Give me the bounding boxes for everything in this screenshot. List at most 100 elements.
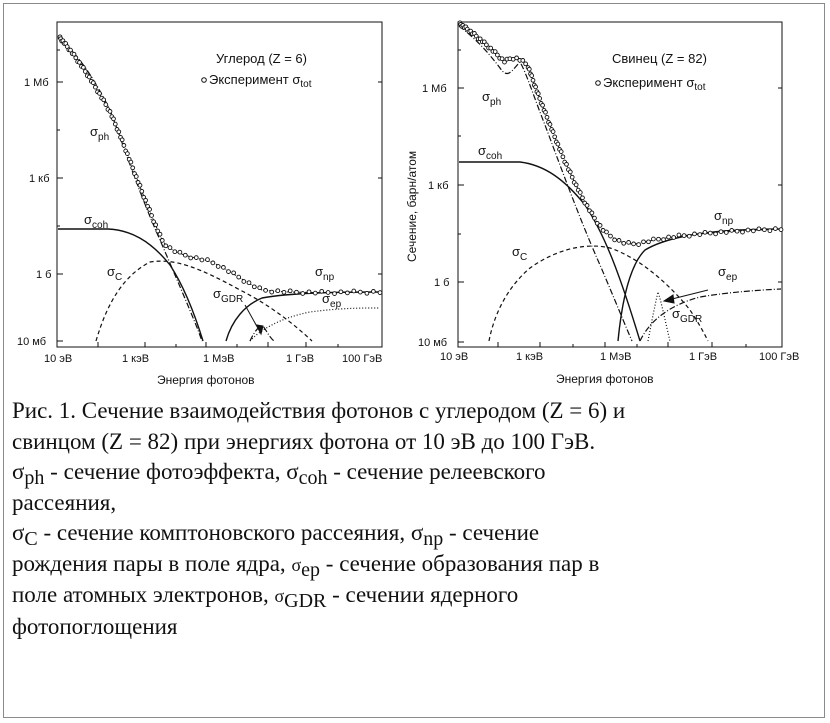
carbon-experiment-point: [246, 280, 252, 286]
carbon-experiment-point: [257, 285, 263, 291]
lead-ytick-1b: 1 б: [434, 277, 449, 289]
carbon-experiment-point: [133, 174, 139, 179]
carbon-experiment-point: [231, 270, 236, 276]
carbon-sigma-np-curve: [225, 291, 381, 342]
lead-ytick-10mb: 10 мб: [418, 337, 447, 349]
carbon-experiment-point: [147, 207, 152, 212]
carbon-experiment-point: [93, 84, 98, 90]
lead-experiment-point: [740, 229, 745, 235]
lead-experiment-point: [751, 228, 756, 234]
lead-experiment-point: [580, 195, 585, 201]
carbon-experiment-point: [294, 289, 299, 295]
carbon-legend-marker: [201, 77, 207, 83]
carbon-experiment-point: [205, 257, 210, 262]
carbon-xlabel: Энергия фотонов: [157, 373, 255, 387]
lead-experiment-point: [666, 234, 671, 240]
carbon-experiment-point: [111, 116, 116, 122]
lead-label-sigma-gdr: σGDR: [672, 306, 702, 325]
carbon-legend: Эксперимент σtot: [201, 72, 312, 90]
lead-label-sigma-ph: σph: [482, 89, 501, 108]
lead-xtick-100gev: 100 ГэВ: [759, 351, 799, 363]
carbon-experiment-point: [251, 284, 257, 290]
lead-experiment-point: [543, 109, 548, 115]
lead-experiment-point: [762, 227, 767, 233]
caption-line-5: σC - сечение комптоновского рассеяния, σ…: [12, 520, 540, 550]
lead-experiment-point: [502, 59, 507, 65]
carbon-xtick-10ev: 10 эВ: [44, 353, 72, 365]
carbon-xtick-1gev: 1 ГэВ: [286, 353, 314, 365]
lead-sigma-c-curve: [488, 245, 709, 342]
carbon-experiment-point: [332, 291, 337, 296]
lead-experiment-point: [604, 229, 609, 235]
lead-sigma-coh-curve: [459, 161, 641, 342]
carbon-label-sigma-coh: σcoh: [84, 212, 108, 231]
lead-experiment-point: [597, 223, 603, 228]
carbon-experiment-point: [325, 290, 331, 295]
carbon-experiment-point: [357, 289, 363, 295]
lead-experiment-point: [656, 236, 661, 242]
carbon-experiment-point: [371, 289, 376, 294]
carbon-ytick-1mb: 1 Мб: [24, 77, 49, 89]
lead-xtick-1kev: 1 кэВ: [516, 351, 543, 363]
lead-experiment-point: [488, 45, 494, 51]
lead-experiment-point: [729, 228, 735, 233]
carbon-experiment-point: [287, 288, 293, 294]
lead-experiment-point: [608, 233, 613, 239]
caption-line-8: фотопоглощения: [12, 613, 178, 639]
lead-experiment-point: [636, 242, 641, 247]
lead-curves: [458, 23, 782, 342]
lead-ylabel: Сечение, барн/атом: [405, 151, 419, 262]
lead-experiment-point: [592, 215, 597, 221]
carbon-experiment-point: [103, 102, 109, 107]
carbon-experiment-point: [125, 151, 130, 156]
lead-experiment-point: [547, 122, 553, 127]
carbon-experiment-point: [210, 260, 216, 266]
carbon-experiment-point: [90, 80, 96, 86]
carbon-legend-text: Эксперимент σtot: [209, 72, 312, 90]
lead-experiment-point: [492, 49, 498, 54]
carbon-tick-marks: [57, 49, 382, 347]
carbon-experiment-point: [221, 265, 226, 270]
lead-sigma-ph-curve: [458, 25, 633, 342]
carbon-experiment-point: [163, 243, 169, 249]
carbon-experiment-point: [236, 274, 242, 280]
carbon-experiment-point: [319, 288, 325, 294]
lead-label-sigma-ep: σep: [718, 264, 738, 283]
lead-experiment-point: [477, 36, 483, 42]
lead-experiment-point: [702, 229, 708, 235]
carbon-experiment-point: [167, 245, 173, 250]
lead-annotation-arrow: [662, 289, 709, 304]
lead-experiment-point: [651, 236, 656, 242]
carbon-experiment-point: [281, 289, 287, 295]
carbon-label-sigma-ph: σph: [90, 124, 109, 143]
lead-experiment-point: [564, 161, 569, 167]
carbon-experiment-point: [377, 290, 383, 295]
lead-experiment-point: [778, 227, 784, 232]
lead-experiment-point: [577, 190, 583, 195]
carbon-experiment-point: [86, 74, 92, 80]
carbon-sigma-ph-curve: [57, 37, 203, 342]
lead-label-sigma-coh: σcoh: [478, 143, 502, 162]
lead-label-sigma-np: σnp: [714, 208, 734, 227]
carbon-xtick-100gev: 100 ГэВ: [342, 353, 382, 365]
carbon-experiment-point: [71, 51, 77, 57]
carbon-title: Углерод (Z = 6): [216, 51, 307, 66]
lead-experiment-point: [514, 55, 519, 61]
lead-legend: Эксперимент σtot: [595, 75, 706, 93]
carbon-experiment-point: [306, 289, 312, 295]
carbon-experiment-point: [128, 159, 134, 165]
carbon-plot-frame: [56, 21, 383, 348]
carbon-experiment-point: [177, 249, 183, 255]
carbon-ytick-1kb: 1 кб: [29, 173, 50, 185]
lead-experiment-point: [555, 141, 561, 147]
carbon-chart: 1 Мб 1 кб 1 б 10 мб 10 эВ 1 кэВ 1 МэВ 1 …: [17, 21, 383, 387]
lead-experiment-points: [457, 20, 784, 247]
lead-experiment-point: [631, 241, 636, 247]
lead-xtick-10ev: 10 эВ: [440, 351, 468, 363]
carbon-xtick-1kev: 1 кэВ: [122, 353, 149, 365]
lead-experiment-point: [773, 226, 778, 231]
caption-line-1: Рис. 1. Сечение взаимодействия фотонов с…: [12, 398, 626, 423]
lead-experiment-point: [550, 129, 556, 134]
carbon-experiment-point: [300, 291, 306, 296]
carbon-experiment-point: [275, 288, 281, 294]
